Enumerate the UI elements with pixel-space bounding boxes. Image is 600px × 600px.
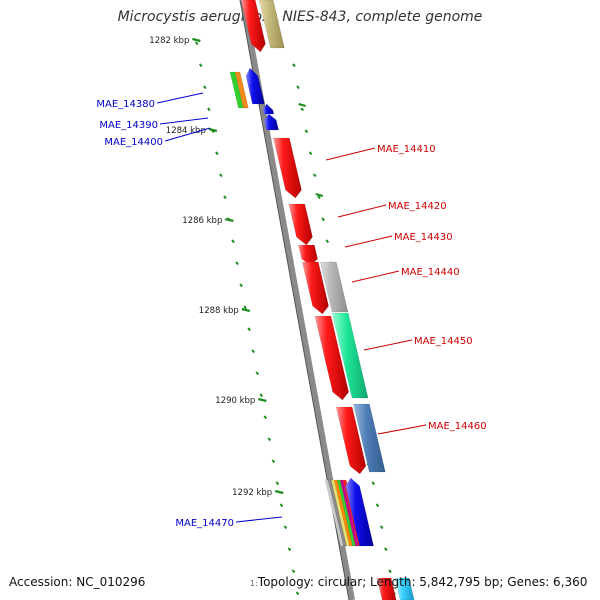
gene-bottom-cyan[interactable] [394,577,415,600]
track-dot [275,481,280,486]
gene-label[interactable]: MAE_14430 [394,232,453,243]
gene-top-olive[interactable] [258,0,285,49]
track-dot [255,371,260,376]
gene-top-red[interactable] [240,0,266,53]
track-dot [215,151,219,156]
ruler-label: 1284 kbp [166,126,206,136]
track-dot [325,239,330,244]
track-dot [263,415,268,420]
track-dot [371,481,376,486]
gene-mae-14440-red[interactable] [302,261,329,315]
track-dot [251,349,255,354]
ruler-tick [225,217,234,223]
gene-mae-14450[interactable] [331,312,369,399]
summary-prefix: 1: [250,579,258,588]
track-tick [298,102,306,108]
label-leader [235,516,283,523]
gene-label[interactable]: MAE_14450 [414,336,473,347]
track-dot [283,525,288,530]
track-dot [321,217,325,222]
ruler-label: 1290 kbp [215,396,255,406]
track-dot [198,63,203,68]
label-leader [337,204,387,218]
track-dot [271,459,276,464]
label-leader [377,424,427,435]
track-dot [223,195,227,200]
label-leader [325,147,376,161]
accession-text: Accession: NC_010296 [9,575,146,589]
gene-label[interactable]: MAE_14460 [428,421,487,432]
track-dot [379,525,384,530]
track-dot [375,503,380,508]
track-dot [287,547,292,552]
track-dot [203,85,207,90]
track-tick [315,192,324,198]
track-dot [207,107,211,112]
ruler-label: 1286 kbp [182,216,222,226]
gene-label[interactable]: MAE_14410 [377,144,436,155]
track-dot [259,393,264,398]
label-leader [363,339,413,351]
gene-label[interactable]: MAE_14380 [96,99,155,110]
ruler-tick [241,307,251,313]
gene-bottom-red[interactable] [376,577,397,600]
track-dot [291,569,296,574]
track-dot [295,591,300,596]
track-dot [219,173,223,178]
gene-mae-14440[interactable] [320,261,349,313]
track-dot [194,41,199,46]
gene-mae-14460[interactable] [353,403,386,473]
summary-text: Topology: circular; Length: 5,842,795 bp… [257,575,588,589]
ruler-label: 1282 kbp [149,36,189,46]
genome-summary: 1:Topology: circular; Length: 5,842,795 … [250,575,587,589]
label-leader [159,117,209,125]
label-leader [156,92,204,104]
gene-label[interactable]: MAE_14440 [401,267,460,278]
gene-features [229,0,415,600]
gene-mae-14470[interactable] [345,477,374,547]
gene-mae-14420[interactable] [288,203,313,246]
gene-mae-14400[interactable] [263,113,279,131]
track-dot [312,173,317,178]
ruler-tick [274,489,284,495]
track-dot [267,437,272,442]
gene-mae-14450-red[interactable] [314,315,349,401]
track-dot [300,107,305,112]
ruler-tick [208,127,218,133]
track-dot [317,195,321,200]
gene-mae-14380[interactable] [245,67,265,105]
track-dot [296,85,300,90]
track-dot [279,503,284,508]
gene-labels: MAE_14410 MAE_14420 MAE_14430 MAE_14440 MAE_… [96,92,487,529]
gene-label[interactable]: MAE_14390 [99,120,158,131]
track-dot [231,239,235,244]
ruler-label: 1288 kbp [199,306,239,316]
gene-label[interactable]: MAE_14470 [175,518,234,529]
gene-mae-14460-red[interactable] [335,406,367,475]
label-leader [344,235,393,248]
map-title: Microcystis aeruginosa NIES-843, complet… [117,9,483,25]
track-dot [235,261,239,266]
track-dot [247,327,251,332]
ruler-tick [192,37,201,43]
track-dot [388,569,392,574]
label-leader [351,270,400,283]
ruler-tick [258,397,267,403]
gene-label[interactable]: MAE_14420 [388,201,447,212]
gene-orange-stripe[interactable] [234,71,249,109]
track-dot [292,63,296,68]
track-dot [243,305,247,310]
gene-label[interactable]: MAE_14400 [104,137,163,148]
label-leader [164,127,211,142]
track-dot [308,151,313,156]
kbp-ruler: 1282 kbp 1284 kbp 1286 kbp 1288 kbp 1290 kbp… [149,36,396,596]
ruler-label: 1292 kbp [232,488,272,498]
gene-mae-14410[interactable] [273,137,302,199]
track-dot [239,283,243,288]
track-dot [384,547,388,552]
track-dot [304,129,309,134]
